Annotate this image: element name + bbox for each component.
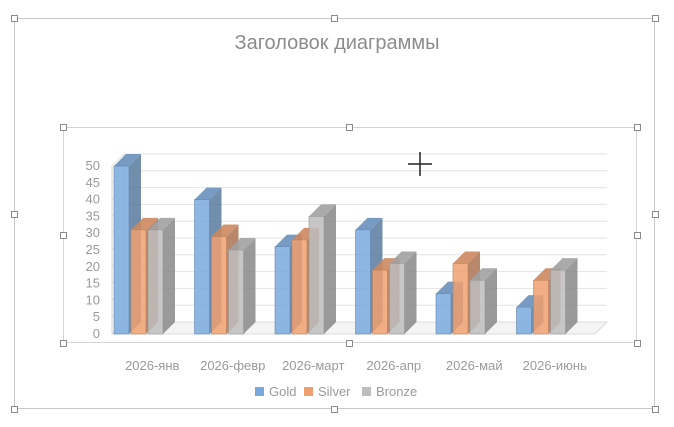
bar-top[interactable]	[550, 258, 578, 271]
bar-top[interactable]	[148, 217, 175, 230]
plot-resize-handle[interactable]	[634, 340, 641, 347]
bar-gold[interactable]	[274, 246, 291, 335]
legend-swatch-bronze[interactable]	[362, 387, 371, 396]
chart-resize-handle[interactable]	[331, 15, 338, 22]
bar-silver[interactable]	[452, 263, 469, 335]
bar-top[interactable]	[131, 217, 158, 230]
y-tick-label: 5	[93, 309, 100, 324]
bar-top[interactable]	[114, 154, 141, 166]
plot-resize-handle[interactable]	[346, 124, 353, 131]
bar-top[interactable]	[470, 268, 497, 281]
bar-gold[interactable]	[194, 199, 210, 335]
legend-label-bronze[interactable]: Bronze	[376, 384, 417, 399]
x-tick-label: 2026-май	[446, 358, 503, 373]
legend-label-gold[interactable]: Gold	[269, 384, 296, 399]
bar-silver[interactable]	[211, 236, 227, 335]
plot-resize-handle[interactable]	[634, 124, 641, 131]
y-tick-label: 45	[86, 175, 100, 190]
x-tick-label: 2026-март	[282, 358, 344, 373]
chart-resize-handle[interactable]	[11, 406, 18, 413]
chart-title[interactable]: Заголовок диаграммы	[234, 32, 440, 54]
y-tick-label: 0	[93, 326, 100, 341]
bar-side[interactable]	[485, 268, 497, 334]
bar-silver[interactable]	[130, 229, 147, 335]
plot-resize-handle[interactable]	[634, 232, 641, 239]
plot-resize-handle[interactable]	[60, 340, 67, 347]
x-tick-label: 2026-янв	[125, 358, 179, 373]
bar-bronze[interactable]	[228, 249, 244, 335]
gridline-side	[111, 153, 125, 167]
bar-bronze[interactable]	[389, 263, 405, 335]
bar-side[interactable]	[243, 238, 256, 334]
legend-label-silver[interactable]: Silver	[318, 384, 351, 399]
y-tick-label: 50	[86, 158, 100, 173]
bar-bronze[interactable]	[308, 216, 325, 335]
bar-top[interactable]	[309, 204, 336, 217]
bar-top[interactable]	[453, 251, 480, 264]
y-tick-label: 25	[86, 242, 100, 257]
bar-top[interactable]	[211, 224, 239, 237]
x-tick-label: 2026-февр	[200, 358, 265, 373]
bar-top[interactable]	[228, 238, 256, 250]
x-tick-label: 2026-июнь	[523, 358, 587, 373]
bar-side[interactable]	[324, 204, 336, 334]
bar-bronze[interactable]	[550, 269, 566, 335]
chart-resize-handle[interactable]	[11, 15, 18, 22]
bar-top[interactable]	[355, 217, 383, 230]
chart-resize-handle[interactable]	[652, 15, 659, 22]
bar-gold[interactable]	[516, 306, 532, 335]
plot-resize-handle[interactable]	[60, 124, 67, 131]
bar-side[interactable]	[163, 217, 175, 334]
plot-resize-handle[interactable]	[346, 340, 353, 347]
chart-resize-handle[interactable]	[652, 406, 659, 413]
bar-top[interactable]	[194, 187, 222, 200]
legend-swatch-silver[interactable]	[304, 387, 313, 396]
bar-bronze[interactable]	[147, 229, 164, 335]
bar-gold[interactable]	[435, 293, 452, 335]
y-tick-label: 30	[86, 225, 100, 240]
bar-silver[interactable]	[533, 279, 549, 335]
bar-gold[interactable]	[113, 165, 130, 335]
y-tick-label: 15	[86, 276, 100, 291]
chart-resize-handle[interactable]	[331, 406, 338, 413]
chart-resize-handle[interactable]	[11, 211, 18, 218]
bar-gold[interactable]	[355, 229, 371, 335]
y-tick-label: 40	[86, 192, 100, 207]
y-tick-label: 20	[86, 259, 100, 274]
bar-side[interactable]	[404, 251, 417, 334]
bar-bronze[interactable]	[469, 279, 486, 335]
bar-side[interactable]	[565, 258, 578, 334]
y-tick-label: 10	[86, 292, 100, 307]
bar-silver[interactable]	[291, 239, 308, 335]
x-tick-label: 2026-апр	[366, 358, 421, 373]
chart-resize-handle[interactable]	[652, 211, 659, 218]
bar-silver[interactable]	[372, 269, 388, 335]
legend-swatch-gold[interactable]	[255, 387, 264, 396]
plot-resize-handle[interactable]	[60, 232, 67, 239]
y-tick-label: 35	[86, 208, 100, 223]
bar-top[interactable]	[389, 251, 417, 264]
